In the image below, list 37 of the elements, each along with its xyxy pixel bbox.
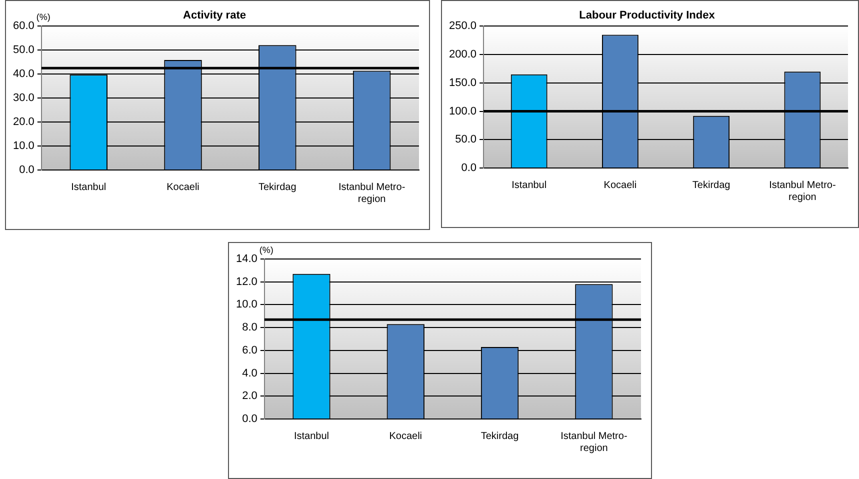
y-tick-label: 4.0 [242,367,258,380]
y-axis-title: (%) [259,244,274,255]
y-tick-label: 12.0 [236,276,258,288]
x-tick-label: Istanbul Metro-region [338,182,406,205]
x-tick-label: Istanbul [512,180,547,191]
y-tick-label: 0.0 [242,413,258,426]
chart-title: Labour Productivity Index [579,10,716,22]
x-tick-label: Kocaeli [166,182,200,193]
x-tick-label: Kocaeli [604,180,637,191]
x-tick-label: Istanbul Metro-region [560,430,628,454]
y-tick-label: 200.0 [448,48,477,61]
y-tick-label: 60.0 [12,20,34,32]
y-tick-label: 10.0 [236,298,258,311]
y-tick-label: 0.0 [461,162,477,174]
y-tick-label: 8.0 [242,322,258,334]
x-tick-label: Tekirdag [258,182,296,193]
y-tick-label: 150.0 [448,76,477,89]
x-tick-label: Tekirdag [480,430,519,442]
x-tick-label: Istanbul Metro-region [769,180,836,203]
y-tick-label: 30.0 [12,92,34,104]
y-tick-label: 6.0 [242,344,258,356]
chart-title: Activity rate [183,10,246,22]
y-tick-label: 2.0 [242,390,258,402]
x-tick-label: Istanbul [71,182,106,193]
y-tick-label: 250.0 [448,20,477,32]
x-tick-label: Kocaeli [389,430,422,442]
y-tick-label: 10.0 [12,140,34,152]
y-tick-label: 14.0 [236,253,258,266]
y-tick-label: 50.0 [455,134,477,146]
y-tick-label: 0.0 [19,164,34,176]
y-tick-label: 40.0 [12,68,34,80]
y-tick-label: 20.0 [12,116,34,128]
y-tick-label: 50.0 [12,44,34,56]
x-tick-label: Istanbul [294,430,329,442]
y-axis-title: (%) [36,12,50,22]
y-tick-label: 100.0 [448,105,477,118]
x-tick-label: Tekirdag [692,180,730,191]
